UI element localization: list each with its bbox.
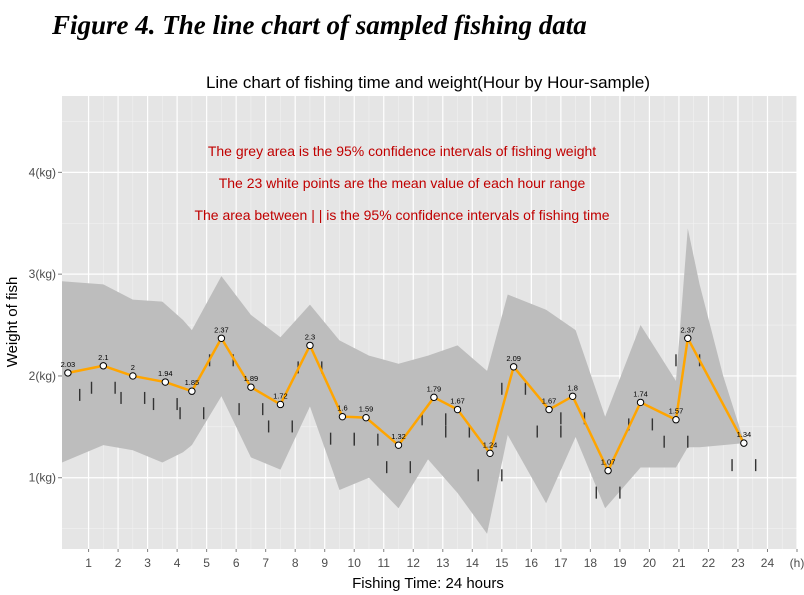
x-tick-label: 7 — [262, 556, 269, 570]
data-point — [394, 441, 403, 449]
data-label: 2.03 — [61, 360, 76, 369]
data-label: 1.67 — [450, 397, 465, 406]
x-tick-label: 15 — [495, 556, 509, 570]
x-tick-label: 20 — [643, 556, 657, 570]
data-label: 1.8 — [567, 383, 577, 392]
x-tick-label: 19 — [613, 556, 627, 570]
figure-caption: Figure 4. The line chart of sampled fish… — [52, 10, 587, 40]
data-label: 1.59 — [359, 405, 374, 414]
data-point — [99, 362, 108, 370]
data-point — [247, 383, 255, 391]
x-tick-label: 5 — [203, 556, 210, 570]
data-point — [161, 378, 170, 386]
data-labels: 2.03 2.1 2 1.94 1.85 2.37 1.89 1.72 2.3 1.6 1.59 1.… — [61, 325, 752, 466]
data-point — [276, 400, 285, 409]
data-point — [672, 416, 680, 424]
x-tick-label: 10 — [348, 556, 362, 570]
data-label: 2.37 — [680, 325, 695, 334]
data-label: 2 — [131, 363, 135, 372]
weight-confidence-band — [62, 228, 744, 534]
data-point — [217, 334, 226, 342]
y-tick-label: 3(kg) — [29, 267, 56, 281]
data-label: 2.37 — [214, 325, 229, 334]
data-point — [568, 392, 577, 401]
data-point — [453, 405, 462, 414]
data-label: 1.94 — [158, 369, 173, 378]
x-tick-label: 8 — [292, 556, 299, 570]
data-point — [684, 334, 692, 342]
x-tick-label: 21 — [672, 556, 686, 570]
data-label: 1.89 — [244, 374, 259, 383]
data-point — [604, 466, 612, 475]
x-tick-label: 23 — [731, 556, 745, 570]
time-confidence-marks — [79, 354, 757, 499]
data-label: 1.07 — [601, 458, 616, 467]
data-point — [129, 372, 137, 380]
x-tick-label: 22 — [702, 556, 716, 570]
y-tick-label: 1(kg) — [29, 471, 56, 485]
x-tick-label: 24 — [761, 556, 775, 570]
data-label: 2.1 — [98, 353, 108, 362]
x-tick-label: 16 — [525, 556, 539, 570]
data-label: 1.74 — [633, 389, 648, 398]
x-tick-label: 11 — [378, 556, 391, 570]
x-tick-label: 6 — [233, 556, 240, 570]
data-point — [486, 449, 494, 458]
annotation-1: The grey area is the 95% confidence inte… — [208, 143, 596, 159]
annotation-2: The 23 white points are the mean value o… — [219, 175, 586, 191]
data-point — [306, 341, 314, 350]
x-tick-label: 1 — [85, 556, 92, 570]
data-point — [740, 439, 748, 447]
x-tick-label: 14 — [466, 556, 480, 570]
x-tick-label: 2 — [115, 556, 122, 570]
data-label: 1.79 — [427, 384, 442, 393]
data-label: 1.57 — [669, 407, 684, 416]
x-tick-label: (h) — [790, 556, 804, 570]
x-tick-label: 4 — [174, 556, 181, 570]
annotation-3: The area between | | is the 95% confiden… — [194, 207, 609, 223]
x-tick-label: 13 — [436, 556, 450, 570]
data-point — [636, 398, 645, 407]
x-tick-label: 9 — [321, 556, 328, 570]
x-tick-label: 18 — [584, 556, 598, 570]
data-points — [64, 334, 748, 475]
y-tick-label: 2(kg) — [29, 369, 56, 383]
data-point — [188, 387, 196, 395]
data-label: 1.6 — [337, 404, 347, 413]
data-label: 2.3 — [305, 332, 315, 341]
data-label: 1.67 — [542, 397, 557, 406]
x-tick-label: 12 — [407, 556, 421, 570]
y-axis-title: Weight of fish — [4, 277, 21, 368]
data-label: 1.85 — [185, 378, 200, 387]
data-label: 1.72 — [273, 391, 288, 400]
x-tick-label: 3 — [144, 556, 151, 570]
data-label: 2.09 — [506, 354, 521, 363]
data-label: 1.34 — [737, 430, 752, 439]
y-tick-label: 4(kg) — [29, 165, 56, 179]
data-label: 1.24 — [483, 440, 498, 449]
x-axis-ticks: 1 2 3 4 5 6 7 8 9 10 11 12 13 14 15 16 17 18 19 20 21 22 23 24(… — [85, 549, 804, 570]
x-axis-title: Fishing Time: 24 hours — [352, 575, 504, 592]
y-axis-ticks: 1(kg) 2(kg) 3(kg) 4(kg) — [29, 165, 62, 485]
data-point — [545, 405, 553, 414]
data-label: 1.32 — [391, 432, 406, 441]
data-point — [338, 412, 347, 421]
data-point — [509, 363, 518, 371]
data-point — [430, 393, 438, 402]
chart-title: Line chart of fishing time and weight(Ho… — [206, 73, 650, 92]
data-point — [64, 369, 72, 377]
x-tick-label: 17 — [554, 556, 568, 570]
data-point — [362, 413, 370, 422]
